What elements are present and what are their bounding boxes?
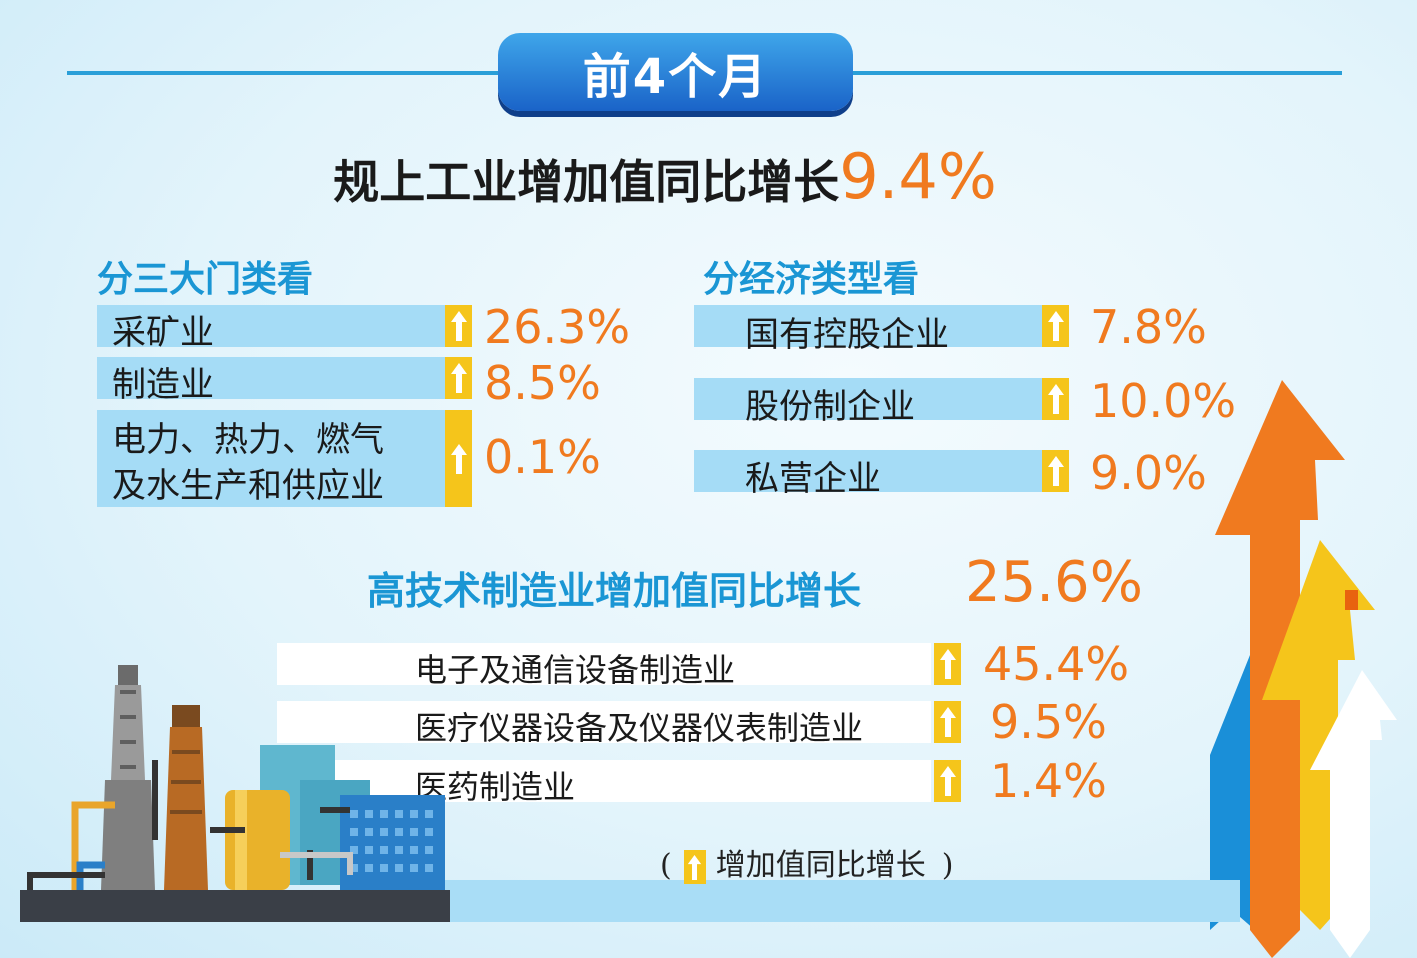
right-row-label: 私营企业 bbox=[745, 459, 881, 499]
right-row-label: 股份制企业 bbox=[745, 387, 915, 427]
left-row-label-line1: 电力、热力、燃气 bbox=[112, 420, 384, 460]
right-section-title: 分经济类型看 bbox=[703, 259, 920, 300]
right-row-state bbox=[694, 305, 1042, 347]
left-row-manufacturing bbox=[97, 357, 445, 399]
up-arrow-icon bbox=[934, 643, 961, 685]
left-row-value: 8.5% bbox=[484, 356, 601, 410]
hitech-row-label: 电子及通信设备制造业 bbox=[415, 651, 736, 689]
hitech-row-label: 医疗仪器设备及仪器仪表制造业 bbox=[415, 709, 864, 747]
period-badge-label: 前4个月 bbox=[582, 49, 769, 105]
hitech-row-value: 45.4% bbox=[983, 637, 1130, 691]
up-arrow-icon bbox=[683, 850, 706, 884]
header-rule-right bbox=[852, 71, 1342, 75]
hitech-row-value: 9.5% bbox=[990, 695, 1107, 749]
right-row-private bbox=[694, 450, 1042, 492]
left-row-value: 0.1% bbox=[484, 430, 601, 484]
up-arrow-icon bbox=[445, 410, 472, 507]
left-row-utilities bbox=[97, 410, 445, 507]
up-arrow-icon bbox=[1042, 305, 1069, 347]
legend-open-paren: ( bbox=[660, 848, 672, 883]
up-arrow-icon bbox=[1042, 378, 1069, 420]
legend-text: 增加值同比增长 bbox=[715, 848, 926, 883]
factory-illustration bbox=[20, 665, 450, 922]
left-row-label: 采矿业 bbox=[112, 313, 214, 353]
left-section-title: 分三大门类看 bbox=[97, 259, 314, 300]
up-arrow-icon bbox=[445, 357, 472, 399]
period-badge: 前4个月 bbox=[498, 33, 853, 111]
ground-bar bbox=[440, 880, 1240, 922]
right-row-value: 7.8% bbox=[1090, 300, 1207, 354]
right-row-value: 9.0% bbox=[1090, 446, 1207, 500]
headline: 规上工业增加值同比增长9.4% bbox=[0, 140, 1330, 213]
hitech-row-electronics bbox=[277, 643, 931, 685]
hitech-row-value: 1.4% bbox=[990, 754, 1107, 808]
left-row-label: 制造业 bbox=[112, 365, 214, 405]
headline-text: 规上工业增加值同比增长 bbox=[333, 155, 840, 209]
left-row-mining bbox=[97, 305, 445, 347]
headline-value: 9.4% bbox=[839, 140, 997, 213]
legend: ( 增加值同比增长) bbox=[660, 840, 953, 884]
left-row-label-line2: 及水生产和供应业 bbox=[112, 466, 384, 506]
right-row-value: 10.0% bbox=[1090, 374, 1237, 428]
left-row-value: 26.3% bbox=[484, 300, 631, 354]
up-arrow-icon bbox=[934, 701, 961, 743]
up-arrow-icon bbox=[445, 305, 472, 347]
right-row-label: 国有控股企业 bbox=[745, 315, 949, 355]
hitech-title: 高技术制造业增加值同比增长 bbox=[367, 569, 862, 613]
header-rule-left bbox=[67, 71, 499, 75]
hitech-value: 25.6% bbox=[965, 550, 1143, 615]
hitech-row-medical-instruments bbox=[277, 701, 931, 743]
up-arrow-icon bbox=[1042, 450, 1069, 492]
up-arrow-icon bbox=[934, 760, 961, 802]
legend-close-paren: ) bbox=[941, 848, 954, 883]
right-row-shareholding bbox=[694, 378, 1042, 420]
rising-arrows-illustration bbox=[1210, 380, 1397, 958]
